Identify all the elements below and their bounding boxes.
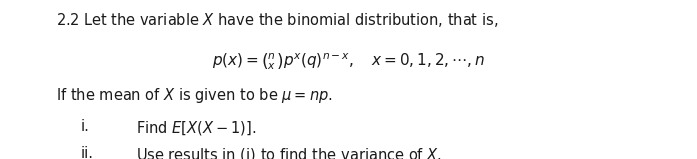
- Text: 2.2 Let the variable $X$ have the binomial distribution, that is,: 2.2 Let the variable $X$ have the binomi…: [56, 11, 498, 29]
- Text: Find $E[X(X-1)]$.: Find $E[X(X-1)]$.: [136, 119, 256, 137]
- Text: If the mean of $X$ is given to be $\mu = np$.: If the mean of $X$ is given to be $\mu =…: [56, 86, 332, 105]
- Text: ii.: ii.: [80, 146, 93, 159]
- Text: i.: i.: [80, 119, 89, 134]
- Text: Use results in (i) to find the variance of $X$.: Use results in (i) to find the variance …: [136, 146, 442, 159]
- Text: $p(x) = \binom{n}{x}p^x(q)^{n-x}, \quad x = 0,1,2,\cdots,n$: $p(x) = \binom{n}{x}p^x(q)^{n-x}, \quad …: [212, 51, 485, 72]
